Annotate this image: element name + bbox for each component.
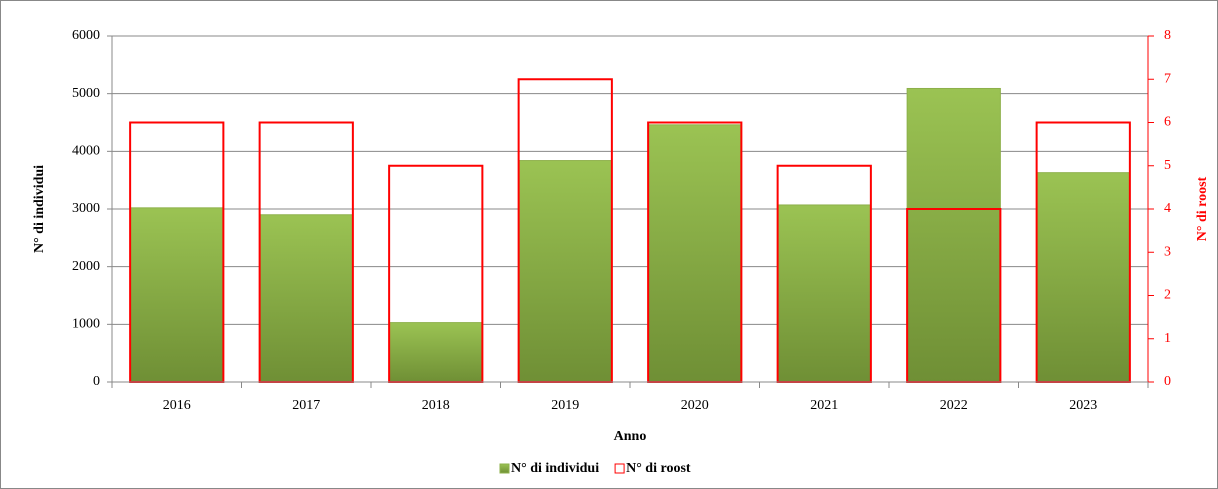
bar	[906, 87, 1001, 383]
y2-tick-label: 4	[1164, 201, 1171, 216]
bar	[647, 124, 742, 383]
y2-tick-label: 2	[1164, 288, 1171, 303]
x-tick-label: 2018	[422, 398, 450, 413]
bar	[388, 322, 483, 383]
y2-tick-label: 6	[1164, 115, 1171, 130]
y-tick-label: 3000	[72, 201, 100, 216]
bar	[129, 207, 224, 383]
y2-tick-label: 0	[1164, 374, 1171, 389]
legend-label: N° di individui	[511, 461, 599, 476]
x-tick-label: 2016	[163, 398, 191, 413]
y2-tick-label: 8	[1164, 28, 1171, 43]
y-axis-title: N° di individui	[32, 165, 47, 253]
bar	[518, 160, 613, 383]
legend-swatch	[499, 463, 510, 474]
y-tick-label: 1000	[72, 317, 100, 332]
x-tick-label: 2023	[1069, 398, 1097, 413]
y2-tick-label: 3	[1164, 244, 1171, 259]
y2-tick-label: 1	[1164, 331, 1171, 346]
x-axis-title: Anno	[614, 429, 647, 444]
y-tick-label: 2000	[72, 259, 100, 274]
x-tick-label: 2020	[681, 398, 709, 413]
x-tick-label: 2017	[292, 398, 320, 413]
x-tick-label: 2022	[940, 398, 968, 413]
y2-axis-title: N° di roost	[1195, 176, 1210, 241]
y2-tick-label: 7	[1164, 71, 1171, 86]
y-tick-label: 5000	[72, 86, 100, 101]
y-tick-label: 6000	[72, 28, 100, 43]
x-tick-label: 2019	[551, 398, 579, 413]
y-tick-label: 4000	[72, 144, 100, 159]
y2-tick-label: 5	[1164, 158, 1171, 173]
y-tick-label: 0	[93, 374, 100, 389]
bar	[777, 204, 872, 383]
bar	[1036, 172, 1131, 383]
legend-swatch	[614, 463, 625, 474]
x-tick-label: 2021	[810, 398, 838, 413]
bar	[259, 214, 354, 383]
legend-label: N° di roost	[626, 461, 691, 476]
